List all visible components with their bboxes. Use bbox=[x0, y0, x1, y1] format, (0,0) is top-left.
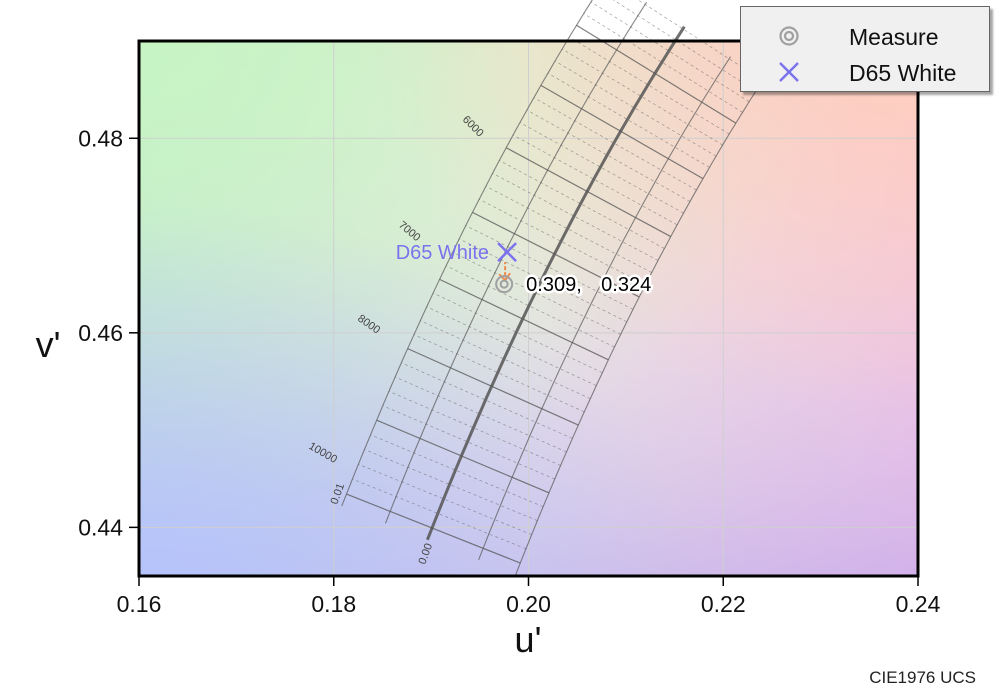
x-axis-title: u' bbox=[515, 619, 542, 660]
y-tick-label: 0.46 bbox=[78, 320, 123, 346]
d65-point-label: D65 White bbox=[396, 242, 489, 264]
y-tick-label: 0.44 bbox=[78, 514, 123, 540]
legend-item-measure: Measure bbox=[741, 19, 989, 53]
legend: Measure D65 White bbox=[740, 6, 990, 92]
legend-label-measure: Measure bbox=[849, 24, 938, 51]
x-tick-label: 0.20 bbox=[506, 591, 551, 617]
chart-caption: CIE1976 UCS bbox=[869, 668, 976, 688]
x-tick-label: 0.16 bbox=[117, 591, 162, 617]
y-tick-label: 0.48 bbox=[78, 125, 123, 151]
legend-item-d65: D65 White bbox=[741, 55, 989, 89]
x-tick-label: 0.18 bbox=[311, 591, 356, 617]
measure-label-x: 0.309, bbox=[526, 274, 582, 296]
x-tick-label: 0.24 bbox=[896, 591, 941, 617]
double-circle-icon bbox=[777, 24, 801, 48]
x-mark-icon bbox=[777, 60, 801, 84]
legend-label-d65: D65 White bbox=[849, 60, 956, 87]
measure-label-y: 0.324 bbox=[601, 274, 651, 296]
y-axis-title: v' bbox=[36, 324, 61, 365]
x-tick-label: 0.22 bbox=[701, 591, 746, 617]
